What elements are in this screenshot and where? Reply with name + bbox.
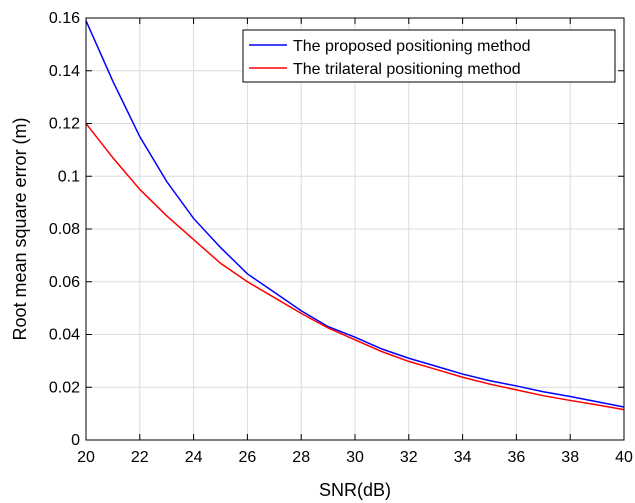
tick-marks [85, 17, 625, 441]
x-tick-label: 20 [77, 449, 95, 466]
y-tick-label: 0.1 [58, 168, 80, 185]
x-tick-label: 32 [400, 449, 418, 466]
y-axis-label: Root mean square error (m) [10, 117, 30, 340]
y-tick-label: 0 [71, 432, 80, 449]
series-line-proposed [85, 20, 625, 408]
y-tick-label: 0.06 [49, 274, 80, 291]
legend-label-proposed: The proposed positioning method [293, 38, 531, 55]
legend-box [242, 29, 616, 83]
series-line-trilateral [85, 123, 625, 411]
series-lines [85, 20, 625, 411]
y-tick-label: 0.14 [49, 63, 80, 80]
legend-label-trilateral: The trilateral positioning method [293, 61, 521, 78]
x-tick-label: 36 [508, 449, 526, 466]
x-tick-labels: 20 22 24 26 28 30 32 34 36 38 40 [77, 449, 633, 466]
x-axis-label: SNR(dB) [319, 480, 391, 500]
x-tick-label: 26 [239, 449, 257, 466]
y-tick-labels: 0 0.02 0.04 0.06 0.08 0.1 0.12 0.14 0.16 [49, 10, 80, 449]
x-tick-label: 24 [185, 449, 203, 466]
x-tick-label: 34 [454, 449, 472, 466]
y-tick-label: 0.12 [49, 116, 80, 133]
y-tick-label: 0.16 [49, 10, 80, 27]
x-tick-label: 28 [292, 449, 310, 466]
x-tick-label: 40 [615, 449, 633, 466]
y-tick-label: 0.08 [49, 221, 80, 238]
y-tick-label: 0.02 [49, 379, 80, 396]
x-tick-label: 22 [131, 449, 149, 466]
legend: The proposed positioning method The tril… [242, 29, 616, 83]
x-tick-label: 30 [346, 449, 364, 466]
y-tick-label: 0.04 [49, 327, 80, 344]
x-tick-label: 38 [561, 449, 579, 466]
